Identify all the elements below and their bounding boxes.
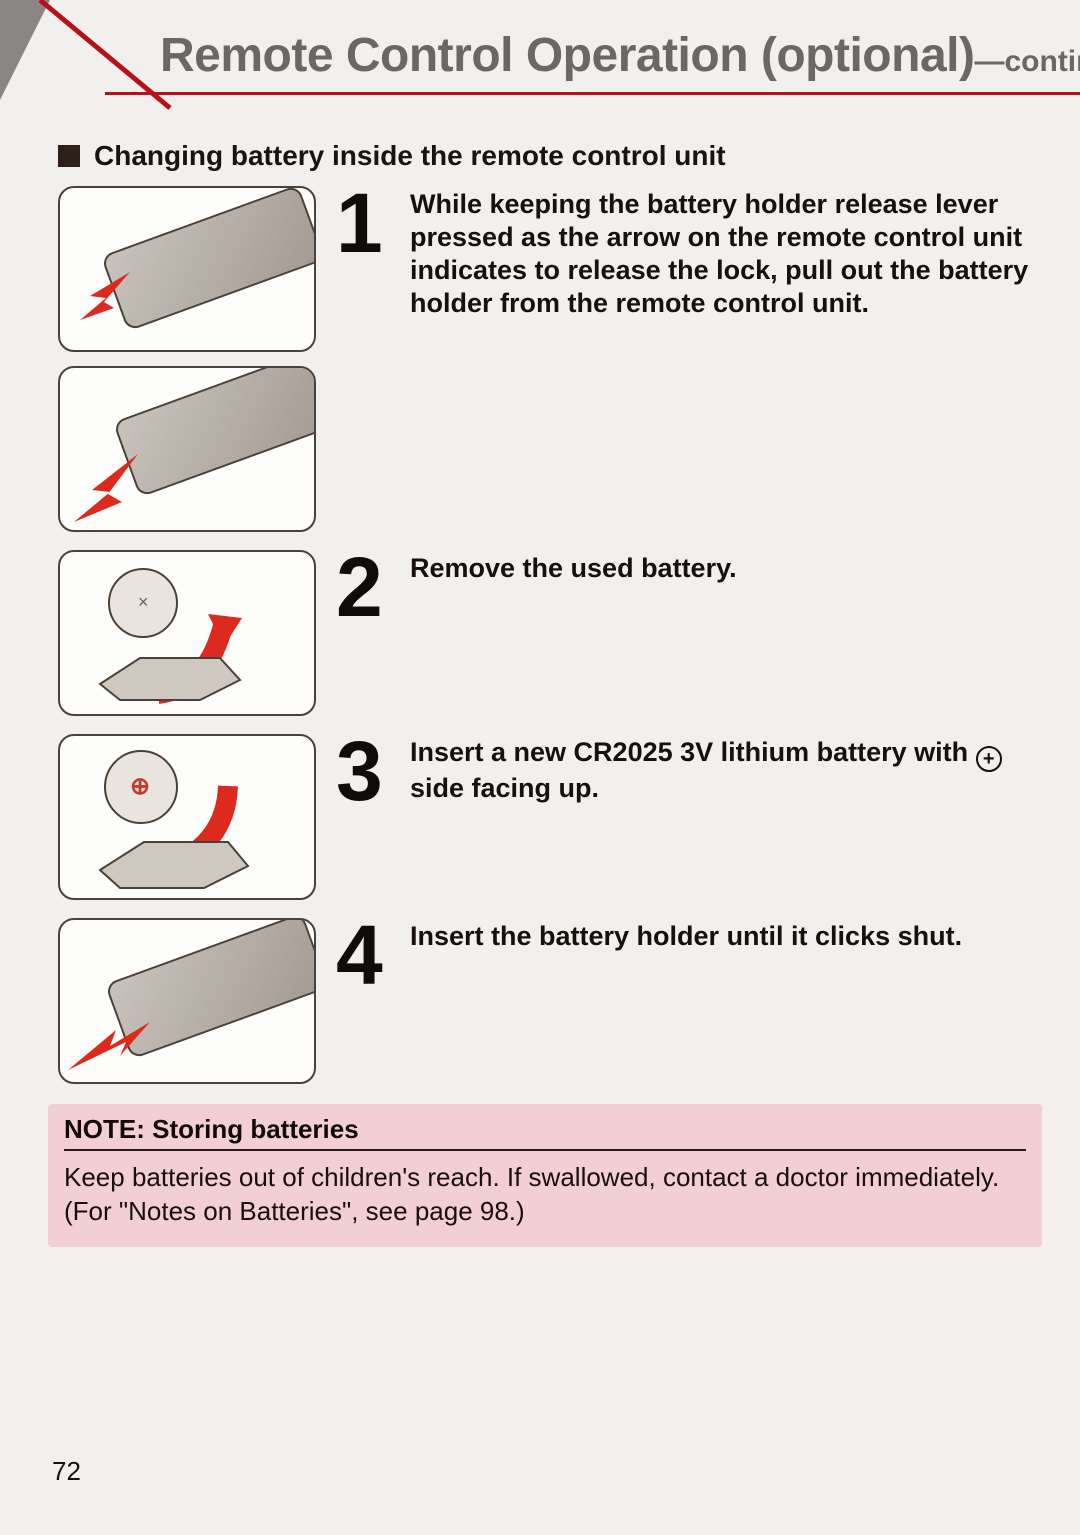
step-1-figure-b — [58, 366, 316, 532]
holder-sketch-icon — [90, 836, 260, 896]
note-divider — [64, 1149, 1026, 1151]
step-2: × 2 Remove the used battery. — [58, 550, 1042, 716]
step-number: 2 — [336, 554, 390, 621]
header-underline — [105, 92, 1080, 95]
note-box: NOTE: Storing batteries Keep batteries o… — [48, 1104, 1042, 1247]
step-2-figure: × — [58, 550, 316, 716]
step-3-figure: ⊕ — [58, 734, 316, 900]
step-3: ⊕ 3 Insert a new CR2025 3V lithium batte… — [58, 734, 1042, 900]
page-title-continued: —continued — [974, 45, 1080, 78]
step-text: Insert the battery holder until it click… — [410, 920, 1042, 953]
step-number: 4 — [336, 922, 390, 989]
content-area: Changing battery inside the remote contr… — [0, 110, 1080, 1084]
page-title-main: Remote Control Operation (optional) — [160, 29, 974, 82]
step-1-figure-a — [58, 186, 316, 352]
step-1: 1 While keeping the battery holder relea… — [58, 186, 1042, 532]
square-bullet-icon — [58, 145, 80, 167]
step-3-text-after: side facing up. — [410, 773, 599, 803]
red-arrow-icon — [64, 1016, 154, 1080]
step-text: Insert a new CR2025 3V lithium battery w… — [410, 736, 1042, 805]
section-heading-row: Changing battery inside the remote contr… — [58, 140, 1042, 172]
red-arrow-icon — [66, 448, 156, 528]
step-4-figure — [58, 918, 316, 1084]
page-number: 72 — [52, 1456, 81, 1487]
step-3-text-before: Insert a new CR2025 3V lithium battery w… — [410, 737, 976, 767]
plus-in-circle-icon: + — [976, 746, 1002, 772]
step-4: 4 Insert the battery holder until it cli… — [58, 918, 1042, 1084]
red-arrow-icon — [70, 262, 140, 326]
step-number: 1 — [336, 190, 390, 257]
step-number: 3 — [336, 738, 390, 805]
note-body: Keep batteries out of children's reach. … — [64, 1161, 1026, 1229]
page-header: Remote Control Operation (optional)—cont… — [0, 0, 1080, 110]
holder-sketch-icon — [90, 650, 250, 710]
step-text: While keeping the battery holder release… — [410, 188, 1042, 320]
section-heading: Changing battery inside the remote contr… — [94, 140, 726, 172]
step-text: Remove the used battery. — [410, 552, 1042, 585]
note-title: NOTE: Storing batteries — [64, 1114, 1026, 1145]
